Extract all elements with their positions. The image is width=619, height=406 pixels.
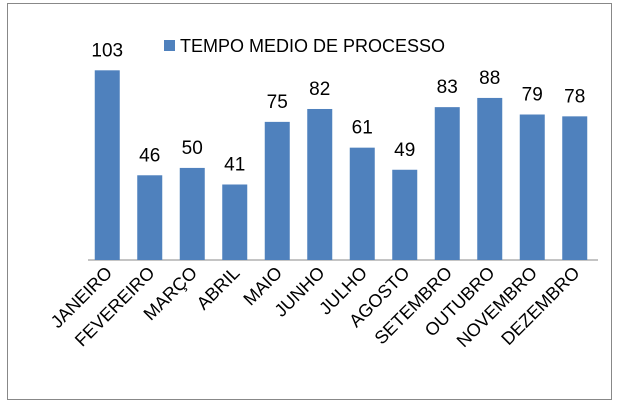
data-label: 82: [309, 79, 330, 100]
bar: [477, 97, 503, 260]
data-label: 83: [437, 77, 458, 98]
legend-label: TEMPO MEDIO DE PROCESSO: [180, 36, 445, 56]
bar: [222, 184, 248, 260]
bar: [349, 147, 375, 260]
bar: [179, 167, 205, 260]
bar: [264, 121, 290, 260]
legend-swatch: [164, 40, 175, 51]
data-label: 79: [522, 85, 543, 106]
bar: [434, 107, 460, 261]
data-label: 78: [564, 86, 585, 107]
data-label: 49: [394, 140, 415, 161]
data-label: 103: [91, 40, 123, 61]
bar: [137, 175, 163, 260]
bar: [562, 116, 588, 260]
data-label: 46: [139, 145, 160, 166]
data-label: 75: [267, 92, 288, 113]
data-label: 50: [182, 138, 203, 159]
bar: [94, 70, 120, 260]
data-label: 61: [352, 118, 373, 139]
bar: [392, 169, 418, 260]
bar: [519, 114, 545, 260]
data-label: 41: [224, 154, 245, 175]
bar: [307, 108, 333, 260]
data-label: 88: [479, 68, 500, 89]
